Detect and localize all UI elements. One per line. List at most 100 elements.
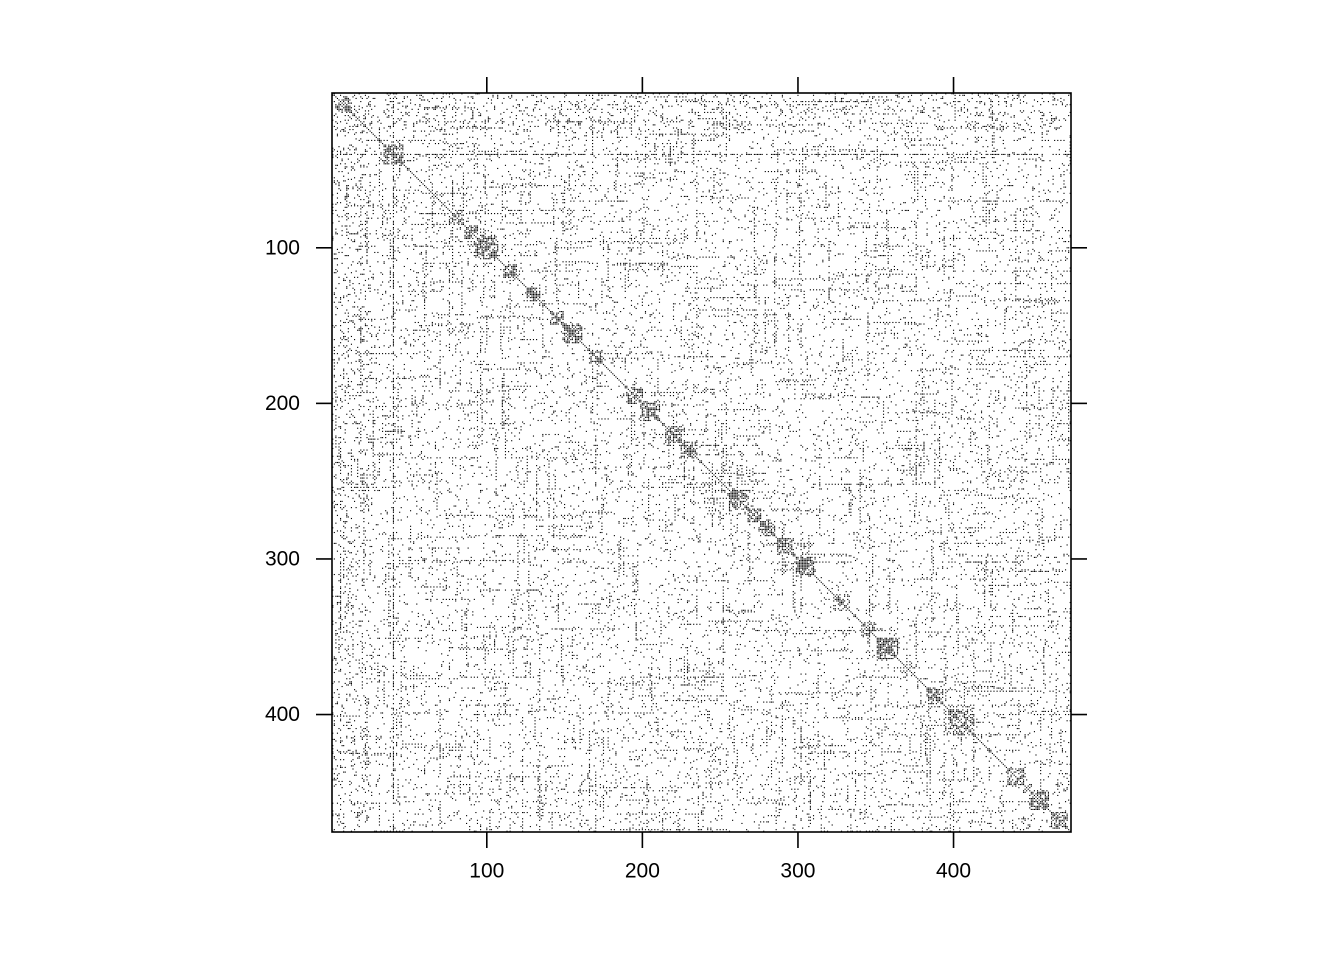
- matrix-point: [348, 109, 349, 110]
- matrix-point: [1029, 795, 1030, 796]
- matrix-point: [379, 140, 380, 141]
- matrix-point: [956, 691, 957, 692]
- matrix-point: [393, 493, 394, 494]
- matrix-point: [685, 288, 686, 289]
- matrix-point: [668, 429, 669, 430]
- matrix-point: [558, 126, 559, 127]
- matrix-point: [951, 154, 952, 155]
- matrix-point: [735, 493, 736, 494]
- matrix-point: [415, 176, 416, 177]
- matrix-point: [650, 411, 651, 412]
- matrix-point: [474, 412, 475, 413]
- matrix-point: [959, 468, 960, 469]
- matrix-point: [737, 487, 738, 488]
- matrix-point: [958, 726, 959, 727]
- matrix-point: [486, 250, 487, 251]
- matrix-point: [696, 238, 697, 239]
- matrix-point: [556, 247, 557, 248]
- matrix-point: [877, 652, 878, 653]
- matrix-point: [698, 779, 699, 780]
- matrix-point: [889, 649, 890, 650]
- matrix-point: [1046, 800, 1047, 801]
- matrix-point: [1018, 778, 1019, 779]
- matrix-point: [855, 804, 856, 805]
- matrix-point: [993, 300, 994, 301]
- matrix-point: [365, 378, 366, 379]
- matrix-point: [780, 551, 781, 552]
- matrix-point: [674, 434, 675, 435]
- matrix-point: [393, 159, 394, 160]
- matrix-point: [576, 342, 577, 343]
- matrix-point: [942, 697, 943, 698]
- matrix-point: [959, 720, 960, 721]
- matrix-point: [836, 594, 837, 595]
- matrix-point: [749, 583, 750, 584]
- matrix-point: [712, 482, 713, 483]
- matrix-point: [475, 250, 476, 251]
- matrix-point: [810, 565, 811, 566]
- matrix-point: [793, 607, 794, 608]
- matrix-point: [449, 641, 450, 642]
- matrix-point: [1051, 719, 1052, 720]
- matrix-point: [390, 249, 391, 250]
- matrix-point: [393, 98, 394, 99]
- matrix-point: [393, 313, 394, 314]
- matrix-point: [768, 526, 769, 527]
- matrix-point: [340, 467, 341, 468]
- matrix-point: [643, 415, 644, 416]
- matrix-point: [959, 716, 960, 717]
- matrix-point: [391, 152, 392, 153]
- matrix-point: [645, 420, 646, 421]
- matrix-point: [393, 689, 394, 690]
- matrix-point: [539, 297, 540, 298]
- matrix-point: [751, 516, 752, 517]
- matrix-point: [668, 439, 669, 440]
- matrix-point: [561, 317, 562, 318]
- matrix-point: [634, 395, 635, 396]
- matrix-point: [522, 806, 523, 807]
- matrix-point: [1037, 407, 1038, 408]
- matrix-point: [869, 627, 870, 628]
- matrix-point: [477, 227, 478, 228]
- matrix-point: [463, 323, 464, 324]
- matrix-point: [769, 498, 770, 499]
- matrix-point: [760, 529, 761, 530]
- matrix-point: [471, 227, 472, 228]
- matrix-point: [1014, 126, 1015, 127]
- matrix-point: [388, 146, 389, 147]
- matrix-point: [712, 782, 713, 783]
- matrix-point: [874, 624, 875, 625]
- matrix-point: [1039, 803, 1040, 804]
- matrix-point: [696, 599, 697, 600]
- matrix-point: [489, 236, 490, 237]
- matrix-point: [640, 387, 641, 388]
- matrix-point: [491, 255, 492, 256]
- matrix-point: [430, 246, 431, 247]
- matrix-point: [745, 495, 746, 496]
- matrix-point: [883, 652, 884, 653]
- matrix-point: [734, 502, 735, 503]
- matrix-point: [667, 432, 668, 433]
- matrix-point: [422, 183, 423, 184]
- matrix-point: [527, 292, 528, 293]
- matrix-point: [773, 510, 774, 511]
- matrix-point: [595, 818, 596, 819]
- matrix-point: [948, 506, 949, 507]
- matrix-point: [995, 812, 996, 813]
- matrix-point: [777, 546, 778, 547]
- matrix-point: [440, 457, 441, 458]
- matrix-point: [404, 221, 405, 222]
- matrix-point: [455, 215, 456, 216]
- matrix-point: [629, 401, 630, 402]
- matrix-point: [393, 765, 394, 766]
- matrix-point: [836, 599, 837, 600]
- matrix-point: [740, 492, 741, 493]
- matrix-point: [665, 437, 666, 438]
- matrix-point: [562, 669, 563, 670]
- matrix-point: [488, 369, 489, 370]
- matrix-point: [393, 731, 394, 732]
- matrix-point: [1039, 806, 1040, 807]
- matrix-point: [547, 154, 548, 155]
- matrix-point: [1029, 790, 1030, 791]
- matrix-point: [955, 562, 956, 563]
